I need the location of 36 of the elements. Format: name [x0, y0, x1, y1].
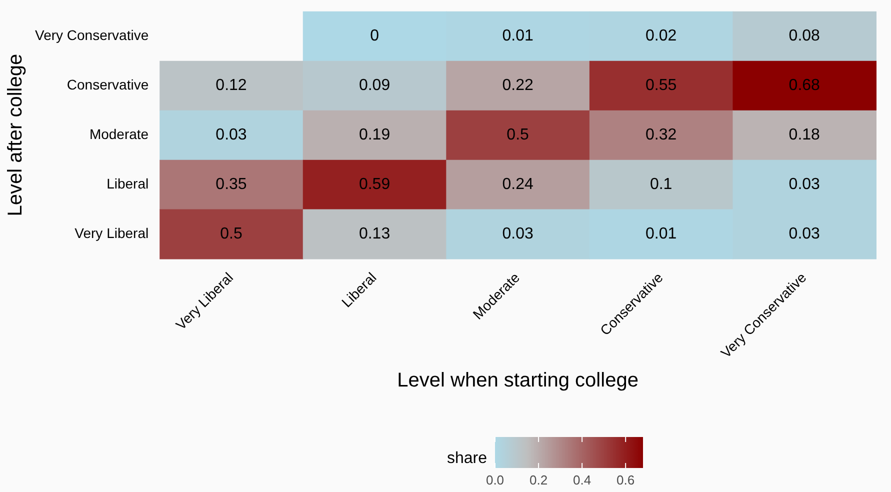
data-label: 0.32 — [646, 126, 677, 144]
data-label: 0.1 — [650, 176, 672, 193]
data-label: 0.18 — [788, 126, 820, 144]
x-axis-title: Level when starting college — [397, 370, 638, 392]
data-label: 0.09 — [358, 77, 390, 94]
data-label: 0.5 — [506, 126, 530, 144]
data-label: 0.5 — [220, 225, 242, 242]
data-label: 0.59 — [358, 176, 390, 193]
y-tick-label: Conservative — [66, 76, 149, 92]
data-label: 0.12 — [216, 77, 247, 94]
data-label: 0.13 — [358, 225, 390, 242]
color-bar-label: 0.2 — [529, 472, 548, 488]
data-label: 0.02 — [646, 28, 677, 45]
color-bar-label: 0.0 — [486, 472, 504, 488]
color-bar-label: 0.6 — [616, 472, 635, 488]
legend-title: share — [446, 450, 488, 468]
y-tick-label: Moderate — [89, 126, 149, 142]
data-label: 0.24 — [502, 176, 534, 193]
data-label: 0.55 — [646, 77, 677, 94]
data-label: 0.03 — [216, 126, 247, 144]
data-label: 0.01 — [646, 225, 677, 242]
data-label: 0.35 — [216, 176, 247, 193]
data-label: 0 — [370, 28, 380, 45]
data-label: 0.03 — [788, 225, 820, 242]
data-label: 0.03 — [502, 225, 534, 242]
y-tick-label: Very Liberal — [74, 224, 149, 241]
data-label: 0.01 — [502, 28, 534, 45]
data-label: 0.22 — [502, 77, 534, 94]
data-label: 0.68 — [788, 77, 820, 94]
data-label: 0.19 — [358, 126, 390, 144]
color-bar-label: 0.4 — [573, 472, 592, 488]
y-axis-title: Level after college — [4, 54, 27, 216]
data-label: 0.08 — [788, 28, 820, 45]
y-tick-label: Very Conservative — [34, 27, 149, 43]
y-tick-label: Liberal — [106, 175, 149, 192]
data-label: 0.03 — [788, 176, 820, 193]
